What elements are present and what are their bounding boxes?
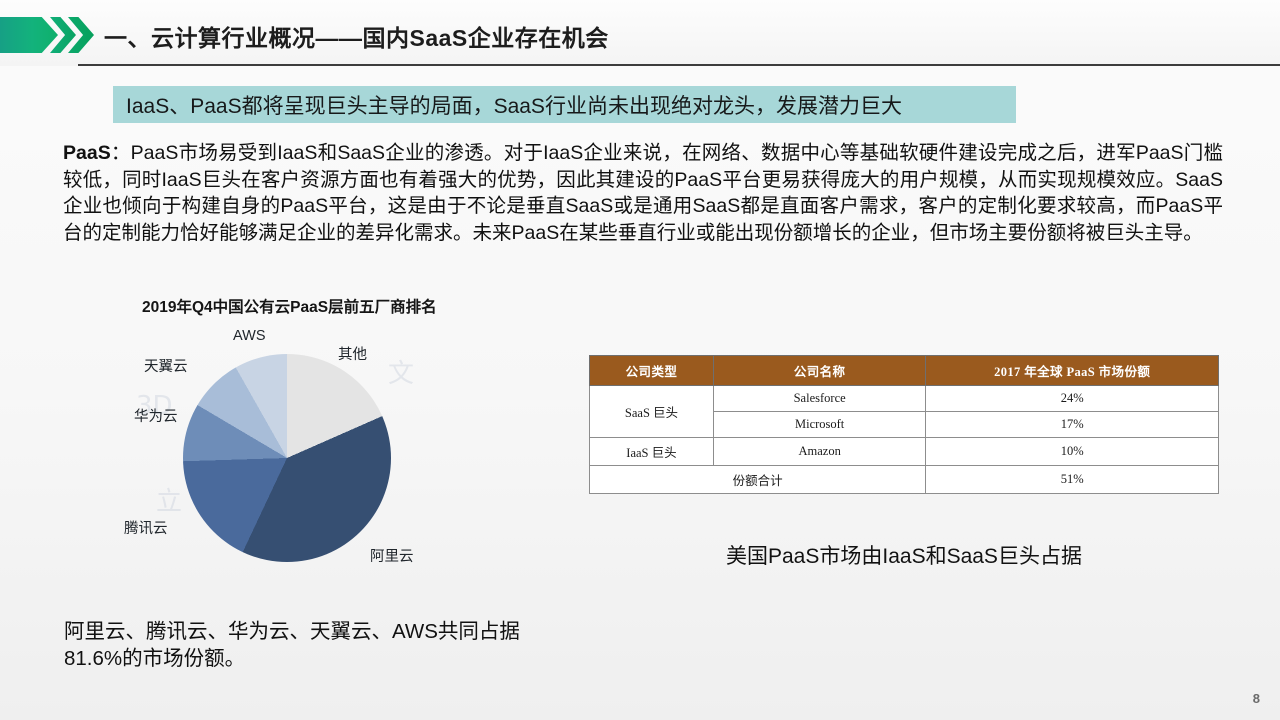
- table-header-row: 公司类型 公司名称 2017 年全球 PaaS 市场份额: [589, 355, 1219, 386]
- table-cell-share: 17%: [925, 411, 1219, 438]
- watermark-text: 文: [388, 359, 415, 389]
- double-chevron-right-icon: [0, 17, 96, 53]
- pie-label-qita: 其他: [338, 347, 367, 363]
- table-col-header-company: 公司名称: [712, 355, 927, 386]
- table-cell-company: Amazon: [712, 437, 927, 466]
- body-paragraph: PaaS：PaaS市场易受到IaaS和SaaS企业的渗透。对于IaaS企业来说，…: [63, 140, 1223, 246]
- table-cell-company: Microsoft: [712, 411, 927, 438]
- pie-label-huawei: 华为云: [134, 409, 178, 425]
- paas-share-table-wrapper: 公司类型 公司名称 2017 年全球 PaaS 市场份额 SaaS 巨头 Sal…: [588, 355, 1219, 494]
- page-number: 8: [1252, 691, 1260, 706]
- highlight-banner-text: IaaS、PaaS都将呈现巨头主导的局面，SaaS行业尚未出现绝对龙头，发展潜力…: [126, 94, 902, 118]
- pie-label-tencent: 腾讯云: [124, 521, 168, 537]
- table-cell-total-value: 51%: [925, 465, 1219, 494]
- header-divider: [78, 64, 1280, 66]
- chart-title: 2019年Q4中国公有云PaaS层前五厂商排名: [142, 299, 437, 316]
- table-cell-company: Salesforce: [712, 385, 927, 412]
- pie-chart-block: 2019年Q4中国公有云PaaS层前五厂商排名 3D 数 立 文 数 立 其他 …: [120, 295, 500, 595]
- table-cell-type: IaaS 巨头: [589, 437, 714, 466]
- table-cell-type: SaaS 巨头: [589, 385, 714, 438]
- table-col-header-type: 公司类型: [589, 355, 714, 386]
- body-separator: ：: [110, 142, 131, 164]
- body-paragraph-text: PaaS市场易受到IaaS和SaaS企业的渗透。对于IaaS企业来说，在网络、数…: [63, 142, 1223, 244]
- table-caption: 美国PaaS市场由IaaS和SaaS巨头占据: [726, 545, 1082, 568]
- chart-caption-line-2: 81.6%的市场份额。: [64, 647, 246, 670]
- watermark-text: 立: [156, 487, 183, 517]
- pie-label-tianyi: 天翼云: [144, 359, 188, 375]
- page-title: 一、云计算行业概况——国内SaaS企业存在机会: [104, 25, 609, 51]
- slide-header: [0, 0, 1280, 66]
- table-row: IaaS 巨头 Amazon 10%: [589, 437, 1219, 466]
- table-col-header-share: 2017 年全球 PaaS 市场份额: [925, 355, 1219, 386]
- chart-caption-line-1: 阿里云、腾讯云、华为云、天翼云、AWS共同占据: [64, 620, 520, 643]
- chevron-block-shape: [0, 17, 58, 53]
- highlight-banner: IaaS、PaaS都将呈现巨头主导的局面，SaaS行业尚未出现绝对龙头，发展潜力…: [113, 86, 1016, 123]
- table-row: SaaS 巨头 Salesforce 24%: [589, 385, 1219, 438]
- pie-chart: [183, 354, 391, 562]
- pie-label-aws: AWS: [233, 328, 266, 344]
- chart-caption: 阿里云、腾讯云、华为云、天翼云、AWS共同占据 81.6%的市场份额。: [64, 618, 584, 672]
- table-cell-total-label: 份额合计: [588, 465, 927, 494]
- table-cell-share: 10%: [925, 437, 1219, 466]
- paas-share-table: 公司类型 公司名称 2017 年全球 PaaS 市场份额 SaaS 巨头 Sal…: [588, 355, 1219, 494]
- pie-label-aliyun: 阿里云: [370, 549, 414, 565]
- table-cell-share: 24%: [925, 385, 1219, 412]
- body-lead-label: PaaS: [63, 142, 111, 164]
- table-total-row: 份额合计 51%: [588, 465, 1219, 494]
